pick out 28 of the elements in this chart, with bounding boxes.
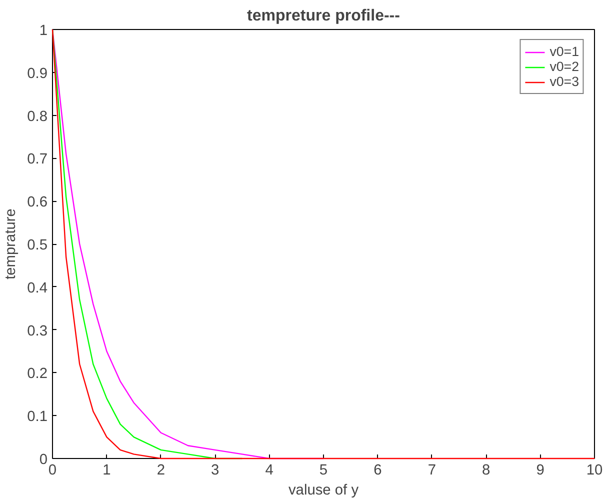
y-tick-label: 0.9 [27, 66, 48, 82]
y-tick-label: 0.4 [27, 280, 48, 296]
chart-title: tempreture profile--- [247, 8, 400, 24]
y-tick-label: 0.1 [27, 409, 48, 426]
y-tick-label: 0.6 [27, 194, 48, 211]
x-tick-label: 7 [428, 462, 436, 478]
y-tick-label: 0.7 [27, 152, 48, 168]
legend-label: v0=2 [550, 59, 579, 74]
x-tick-label: 5 [319, 462, 328, 478]
y-tick-label: 0.2 [27, 366, 48, 382]
x-axis-title: valuse of y [288, 482, 360, 498]
y-axis-title: temprature [3, 208, 20, 280]
x-tick-label: 9 [536, 462, 544, 478]
x-tick-label: 8 [482, 462, 490, 478]
y-tick-label: 0.5 [27, 238, 48, 254]
legend-label: v0=1 [550, 44, 579, 59]
x-tick-label: 4 [265, 462, 274, 478]
y-tick-label: 1 [39, 23, 48, 39]
line-series [52, 28, 596, 460]
y-tick-label: 0.3 [27, 323, 48, 340]
x-tick-label: 2 [156, 462, 165, 478]
x-tick-label: 1 [102, 462, 111, 478]
x-tick-label: 3 [211, 462, 220, 478]
x-tick-label: 6 [374, 462, 382, 478]
x-tick-label: 10 [586, 462, 603, 478]
y-tick-label: 0.8 [27, 108, 48, 125]
legend-label: v0=3 [550, 74, 579, 89]
y-tick-label: 0 [39, 452, 48, 468]
